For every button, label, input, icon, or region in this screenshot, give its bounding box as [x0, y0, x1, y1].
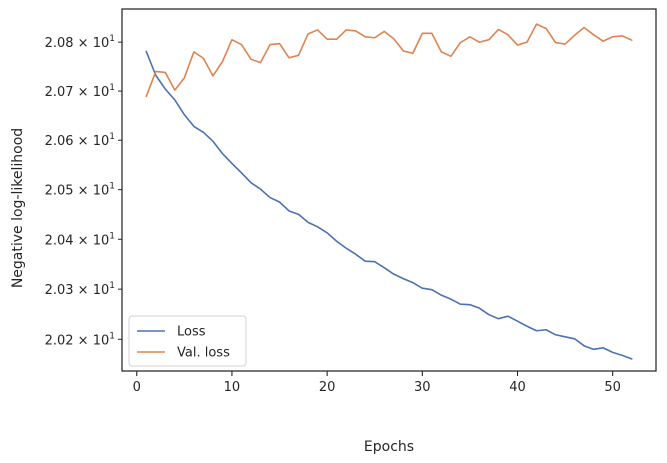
x-tick-label: 0	[133, 380, 141, 395]
legend-label: Loss	[177, 325, 206, 340]
y-tick-label: 2.07 × 101	[45, 83, 115, 100]
plot-area	[122, 9, 656, 371]
x-axis: 0 10 20 30 40 50	[133, 371, 621, 395]
y-tick-label: 2.05 × 101	[45, 182, 115, 199]
y-axis-label: Negative log-likelihood	[10, 128, 26, 288]
y-tick-label: 2.04 × 101	[45, 231, 115, 248]
x-tick-label: 30	[414, 380, 431, 395]
y-axis: 2.02 × 101 2.03 × 101 2.04 × 101 2.05 × 101…	[45, 34, 122, 348]
legend: Loss Val. loss	[128, 315, 247, 367]
x-tick-label: 40	[509, 380, 526, 395]
y-tick-label: 2.08 × 101	[45, 34, 115, 51]
legend-label: Val. loss	[177, 346, 230, 361]
y-tick-label: 2.06 × 101	[45, 132, 115, 149]
series-line-val-loss	[145, 23, 633, 98]
x-tick-label: 20	[319, 380, 336, 395]
x-axis-label: Epochs	[364, 439, 414, 455]
x-tick-label: 50	[604, 380, 621, 395]
legend-box	[128, 315, 247, 367]
x-tick-label: 10	[224, 380, 241, 395]
y-tick-label: 2.03 × 101	[45, 281, 115, 298]
series-line-loss	[145, 50, 633, 360]
y-tick-label: 2.02 × 101	[45, 331, 115, 348]
series-layer	[145, 23, 633, 360]
